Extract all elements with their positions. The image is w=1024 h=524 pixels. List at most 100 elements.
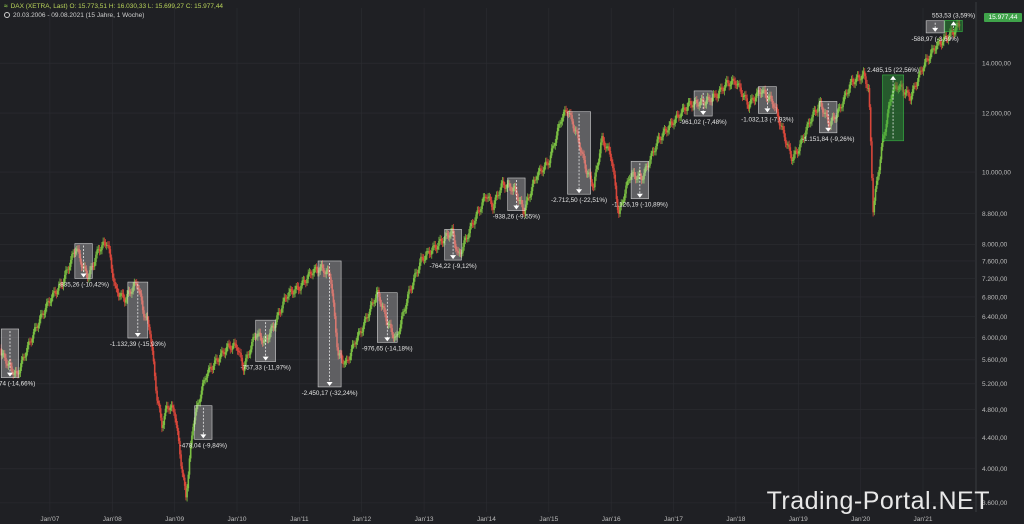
candle-body	[23, 356, 25, 358]
candle-body	[289, 289, 292, 293]
candle-body	[541, 170, 543, 173]
candle-body	[838, 107, 841, 109]
candle-body	[867, 88, 870, 89]
candle-body	[185, 485, 187, 498]
candle-body	[770, 95, 772, 99]
candle-body	[474, 220, 476, 225]
candle-body	[896, 86, 898, 90]
candle-body	[263, 340, 265, 343]
candle-body	[20, 360, 23, 368]
candle-body	[827, 119, 830, 126]
candle-body	[116, 288, 119, 294]
candle-body	[129, 291, 132, 294]
candle-body	[724, 82, 727, 88]
candle-body	[177, 430, 180, 441]
candle-body	[151, 343, 154, 351]
candle-body	[692, 105, 695, 108]
candle-body	[105, 245, 108, 246]
arrow-down-icon	[636, 193, 643, 198]
candle-body	[490, 200, 493, 207]
candle-body	[89, 270, 91, 278]
candle-body	[570, 113, 572, 116]
candle-body	[556, 127, 559, 136]
candle-body	[320, 264, 323, 267]
candle-body	[668, 124, 671, 131]
candle-body	[392, 334, 395, 339]
candle-body	[248, 354, 251, 356]
candle-body	[462, 246, 464, 253]
candle-body	[945, 35, 948, 39]
candle-body	[291, 290, 294, 295]
candle-body	[173, 407, 175, 413]
candle-body	[627, 180, 630, 182]
candle-body	[898, 86, 901, 90]
candle-body	[638, 173, 641, 176]
candle-body	[600, 142, 602, 154]
candle-body	[194, 412, 197, 421]
candle-body	[321, 264, 324, 269]
candle-body	[781, 126, 783, 127]
candle-body	[564, 109, 566, 113]
candle-body	[481, 202, 483, 209]
candle-body	[914, 85, 916, 87]
candle-body	[63, 274, 66, 283]
candle-body	[62, 282, 65, 287]
candle-body	[204, 379, 206, 381]
candle-body	[79, 253, 82, 262]
candle-body	[426, 251, 428, 256]
candle-body	[949, 32, 951, 38]
candle-body	[538, 168, 541, 172]
candle-body	[953, 32, 956, 35]
candle-body	[308, 271, 311, 274]
candle-body	[453, 234, 456, 244]
candle-body	[763, 89, 765, 91]
candle-body	[899, 84, 902, 87]
candle-body	[163, 416, 166, 425]
candle-body	[857, 75, 860, 78]
candle-body	[261, 341, 264, 343]
candle-body	[442, 241, 445, 244]
candle-body	[824, 112, 826, 115]
candle-body	[908, 92, 910, 98]
candle-body	[719, 87, 722, 89]
candle-body	[323, 268, 325, 273]
candle-body	[368, 311, 371, 318]
candle-body	[315, 266, 318, 270]
candle-body	[620, 202, 623, 207]
x-tick-label: Jan'15	[539, 516, 558, 523]
candle-body	[60, 282, 62, 285]
candle-body	[717, 94, 720, 99]
candle-body	[122, 293, 125, 299]
candle-body	[351, 344, 354, 350]
candle-body	[513, 186, 516, 188]
candle-body	[939, 41, 942, 45]
candle-body	[14, 371, 17, 373]
candle-body	[180, 454, 182, 467]
candle-body	[155, 376, 157, 391]
candle-body	[430, 250, 433, 255]
candle-body	[748, 104, 751, 109]
candle-body	[582, 152, 584, 155]
candle-body	[336, 332, 338, 348]
candle-body	[542, 170, 545, 173]
candle-body	[940, 44, 943, 46]
candle-body	[697, 103, 699, 107]
candle-body	[492, 206, 494, 210]
candle-body	[414, 273, 416, 279]
candle-body	[831, 116, 834, 121]
candle-body	[642, 179, 644, 181]
candle-body	[111, 268, 114, 278]
candle-body	[241, 357, 244, 367]
x-tick-label: Jan'11	[290, 516, 309, 523]
candle-body	[71, 254, 73, 260]
candle-body	[871, 141, 873, 179]
candle-body	[43, 313, 46, 316]
candle-body	[187, 474, 190, 489]
range-line: 20.03.2006 - 09.08.2021 (15 Jahre, 1 Woc…	[13, 12, 145, 19]
candle-body	[379, 297, 381, 304]
candle-body	[422, 257, 425, 261]
candle-body	[382, 306, 385, 308]
candle-body	[162, 424, 164, 428]
candle-body	[306, 279, 308, 284]
